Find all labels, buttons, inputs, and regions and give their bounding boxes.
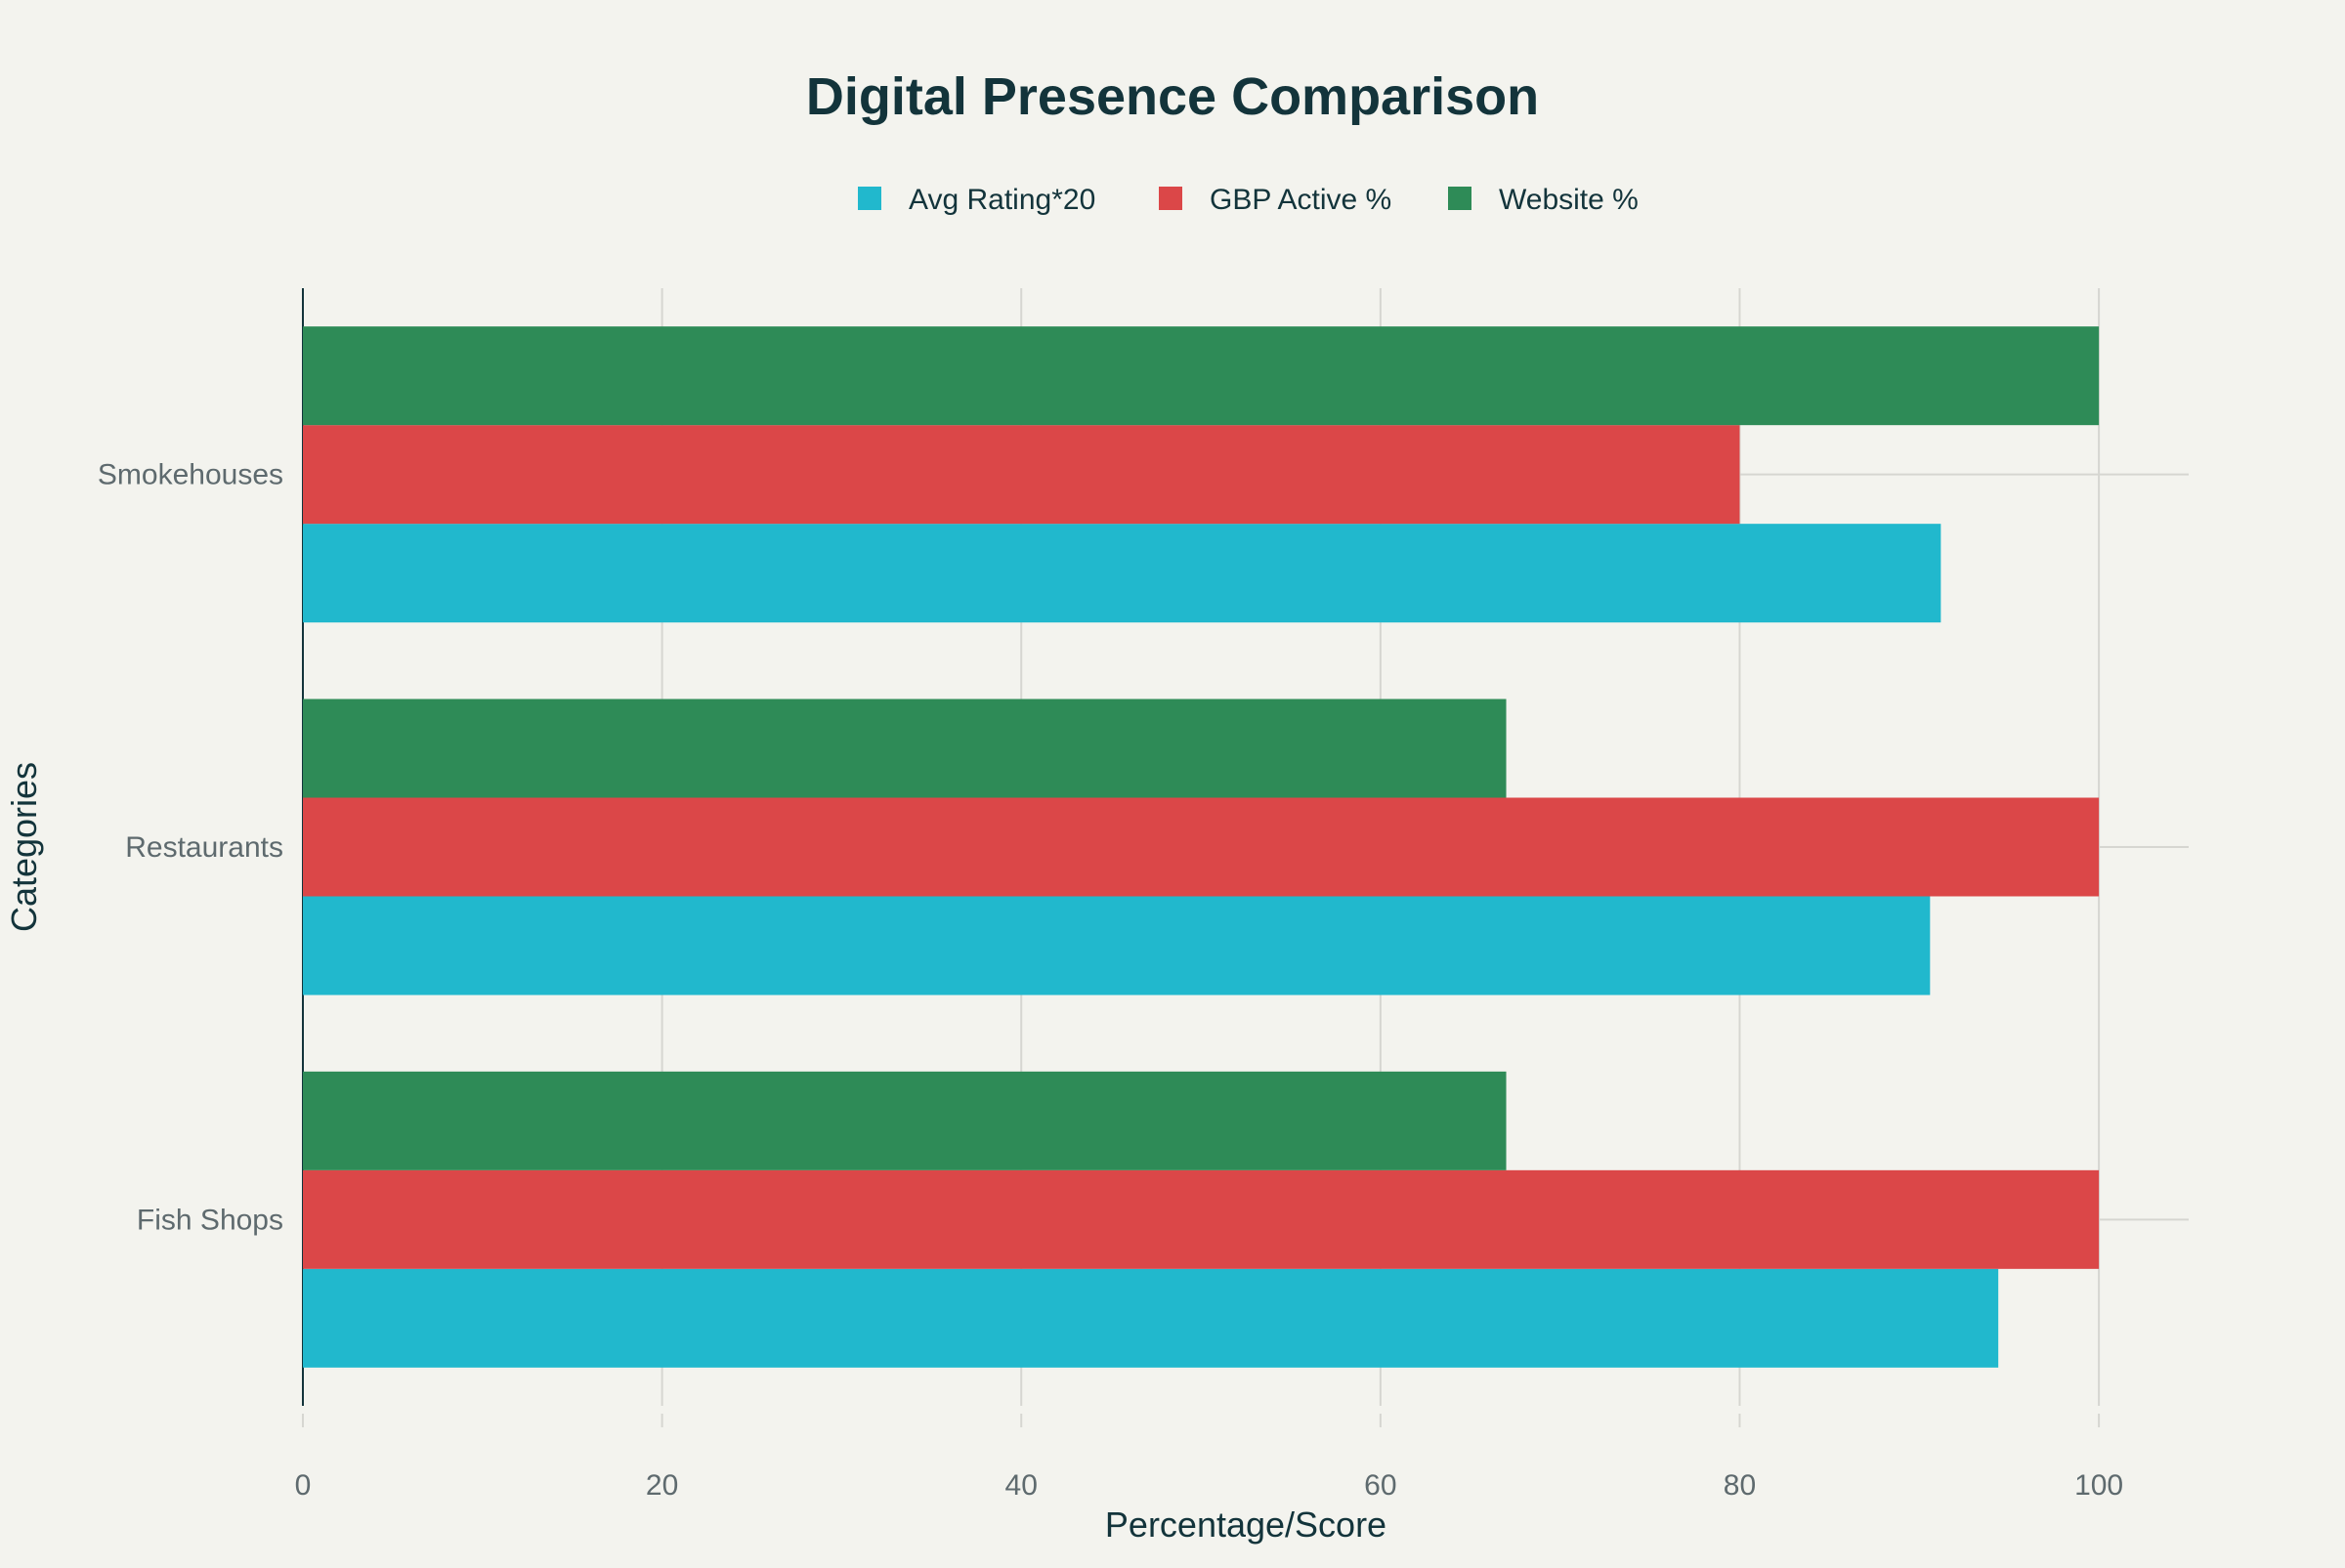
bar [303,797,2100,897]
bar [303,1071,1507,1170]
bars [303,326,2100,1368]
y-tick-label: Restaurants [125,831,283,864]
x-tick-label: 0 [295,1469,312,1502]
x-tick-label: 80 [1724,1469,1756,1502]
bar [303,699,1507,798]
legend-swatch [1159,187,1182,210]
x-axis-label: Percentage/Score [1105,1504,1386,1545]
legend-label: Avg Rating*20 [909,184,1095,216]
x-axis-ticks: 0 20 40 60 80 100 [295,1414,2123,1502]
bar [303,1268,1999,1368]
legend: Avg Rating*20 GBP Active % Website % [858,184,1639,216]
x-tick-label: 60 [1364,1469,1396,1502]
x-tick-label: 40 [1005,1469,1038,1502]
legend-label: Website % [1499,184,1639,216]
y-axis-label: Categories [4,762,44,932]
bar [303,425,1740,525]
bar [303,326,2100,426]
legend-label: GBP Active % [1210,184,1391,216]
y-tick-label: Smokehouses [98,459,283,491]
chart-title: Digital Presence Comparison [806,67,1539,126]
bar [303,524,1941,623]
y-axis-ticks: Fish Shops Restaurants Smokehouses [98,459,283,1237]
bar [303,896,1931,996]
y-tick-label: Fish Shops [137,1204,283,1236]
legend-swatch [858,187,881,210]
x-tick-label: 20 [646,1469,678,1502]
x-tick-label: 100 [2074,1469,2123,1502]
bar [303,1169,2100,1269]
legend-swatch [1448,187,1471,210]
